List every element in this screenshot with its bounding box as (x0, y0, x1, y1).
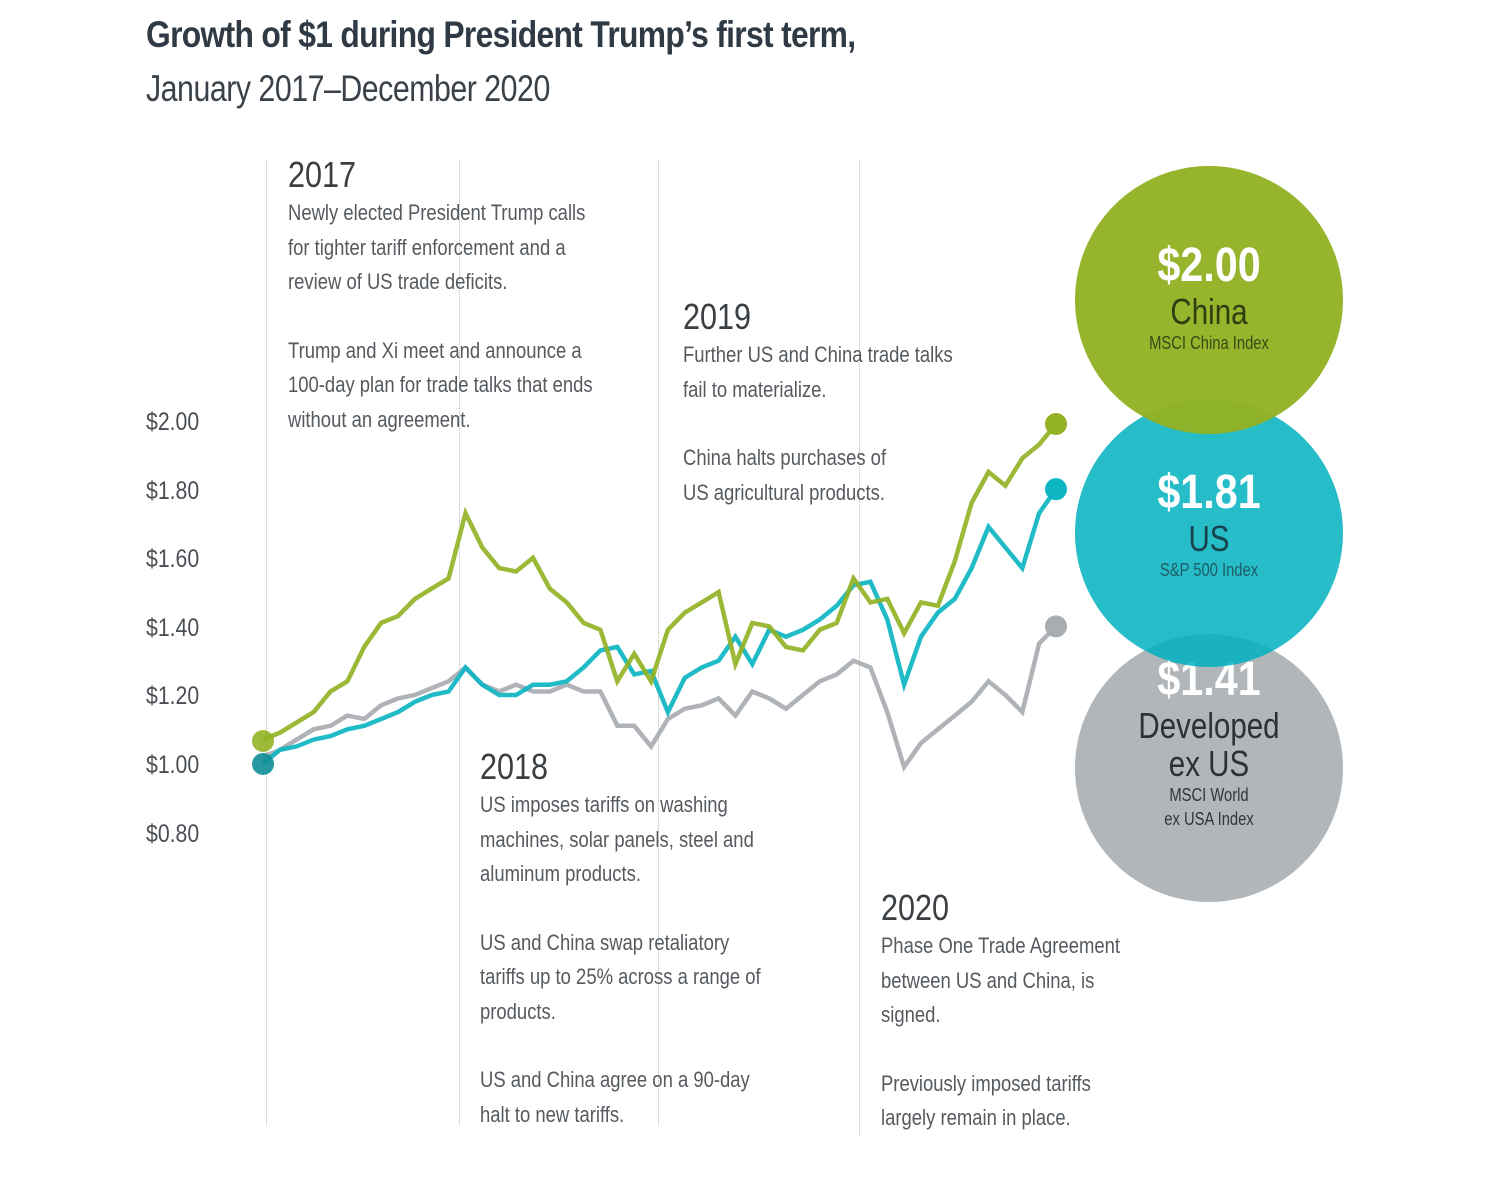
annotation-line: Phase One Trade Agreement (881, 933, 1120, 958)
annotation-paragraph: Phase One Trade Agreement between US and … (881, 929, 1120, 1033)
bubble-value: $2.00 (1157, 239, 1261, 292)
year-divider-2017 (266, 160, 267, 1125)
annotation-line: fail to materialize. (683, 376, 827, 402)
bubble-name: Developed (1138, 705, 1280, 746)
series-start-point-us (252, 753, 274, 775)
year-divider-2020 (859, 160, 860, 1135)
annotation-paragraph: US imposes tariffs on washing machines, s… (480, 788, 761, 892)
annotation-paragraph: Trump and Xi meet and announce a 100-day … (288, 334, 593, 438)
annotation-paragraph: US and China agree on a 90-day halt to ne… (480, 1063, 761, 1132)
y-tick-label: $1.80 (146, 476, 200, 505)
series-end-point-china (1045, 413, 1067, 435)
annotation-line: Further US and China trade talks (683, 342, 953, 367)
bubble-china: $2.00 China MSCI China Index (1075, 166, 1343, 434)
chart-subtitle: January 2017–December 2020 (146, 68, 550, 109)
series-line-developed (262, 624, 1058, 773)
annotation-line: machines, solar panels, steel and (480, 826, 754, 852)
bubble-developed: $1.41 Developed ex US MSCI World ex USA Inde… (1075, 634, 1343, 902)
annotation-2017: 2017 Newly elected President Trump calls f… (288, 154, 659, 437)
annotation-line: US agricultural products. (683, 479, 886, 505)
year-divider-2018 (459, 160, 460, 1125)
bubble-name: ex US (1168, 743, 1250, 784)
annotation-line: China halts purchases of (683, 445, 887, 470)
annotation-line: Previously imposed tariffs (881, 1070, 1091, 1096)
bubble-name: US (1188, 518, 1230, 559)
series-end-point-developed (1045, 615, 1067, 638)
annotation-line: 100-day plan for trade talks that ends (288, 372, 593, 397)
annotation-line: for tighter tariff enforcement and a (288, 234, 566, 260)
y-tick-label: $1.60 (146, 545, 200, 574)
annotation-paragraph: US and China swap retaliatory tariffs up … (480, 926, 761, 1030)
chart-title: Growth of $1 during President Trump’s fi… (146, 14, 856, 55)
y-tick-label: $1.40 (146, 613, 200, 642)
annotation-line: halt to new tariffs. (480, 1101, 625, 1127)
annotation-line: review of US trade deficits. (288, 269, 508, 294)
year-divider-2019 (658, 160, 659, 1125)
annotation-line: between US and China, is (881, 967, 1095, 993)
bubble-name: China (1170, 291, 1248, 332)
annotation-line: US and China agree on a 90-day (480, 1067, 750, 1092)
annotation-line: US imposes tariffs on washing (480, 792, 728, 817)
y-tick-label: $1.00 (146, 751, 200, 779)
annotation-year: 2017 (288, 154, 357, 195)
annotation-year: 2018 (480, 746, 549, 787)
annotation-paragraph: Newly elected President Trump calls for t… (288, 196, 593, 300)
y-tick-label: $0.80 (146, 819, 200, 848)
annotation-2020: 2020 Phase One Trade Agreement between US … (881, 887, 1172, 1136)
series-line-us (261, 487, 1058, 766)
annotation-year: 2020 (881, 887, 950, 928)
annotation-paragraph: China halts purchases of US agricultural … (683, 441, 953, 510)
annotation-2019: 2019 Further US and China trade talks fail… (683, 296, 1012, 510)
annotation-paragraph: Further US and China trade talks fail to … (683, 338, 953, 407)
bubble-index-label: S&P 500 Index (1159, 560, 1259, 580)
series-line-china (262, 422, 1058, 742)
bubble-value: $1.81 (1157, 466, 1261, 519)
y-tick-label: $2.00 (146, 408, 200, 436)
annotation-paragraph: Previously imposed tariffs largely remain… (881, 1067, 1120, 1136)
annotation-line: Trump and Xi meet and announce a (288, 337, 582, 363)
annotation-line: largely remain in place. (881, 1105, 1071, 1130)
annotation-line: tariffs up to 25% across a range of (480, 964, 761, 989)
annotation-line: signed. (881, 1002, 941, 1027)
bubble-us: $1.81 US S&P 500 Index (1075, 399, 1343, 667)
annotation-year: 2019 (683, 296, 752, 337)
annotation-2018: 2018 US imposes tariffs on washing machine… (480, 746, 822, 1132)
annotation-line: products. (480, 998, 556, 1024)
series-start-point-china (252, 730, 274, 752)
annotation-line: without an agreement. (288, 406, 471, 432)
bubble-index-label: ex USA Index (1164, 809, 1254, 829)
bubble-index-label: MSCI China Index (1149, 333, 1269, 353)
annotation-line: Newly elected President Trump calls (288, 200, 586, 225)
annotation-line: aluminum products. (480, 861, 642, 886)
series-end-point-us (1045, 478, 1067, 501)
annotation-line: US and China swap retaliatory (480, 929, 730, 955)
bubble-index-label: MSCI World (1169, 785, 1249, 805)
y-tick-label: $1.20 (146, 682, 200, 711)
